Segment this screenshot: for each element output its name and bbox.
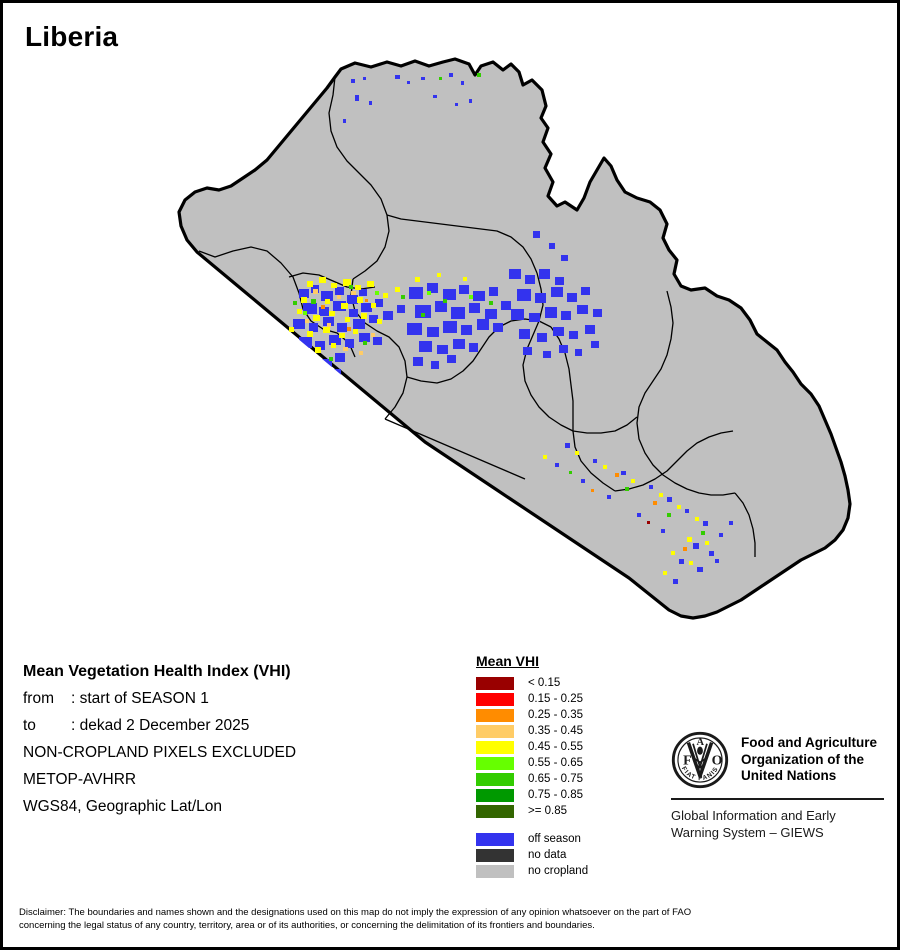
- fao-divider: [671, 798, 884, 800]
- legend-class-swatch: [476, 804, 514, 818]
- legend-title: Mean VHI: [476, 653, 540, 669]
- legend-class-list: < 0.15 0.15 - 0.25 0.25 - 0.35 0.35 - 0.45 0…: [473, 675, 653, 819]
- liberia-landmass: [177, 57, 852, 620]
- legend-class-row: >= 0.85: [473, 803, 653, 819]
- legend-special-row: no data: [473, 847, 653, 863]
- legend-class-swatch: [476, 676, 514, 690]
- legend-class-label: 0.35 - 0.45: [528, 725, 583, 737]
- legend-class-row: 0.65 - 0.75: [473, 771, 653, 787]
- legend-class-label: < 0.15: [528, 677, 561, 689]
- caption-from-key: from: [23, 690, 54, 707]
- map-legend: Mean VHI < 0.15 0.15 - 0.25 0.25 - 0.35 0.3…: [473, 653, 653, 879]
- vhi-pixel-overlay: [177, 73, 733, 584]
- caption-to-row: to : dekad 2 December 2025: [23, 712, 453, 739]
- legend-class-row: 0.55 - 0.65: [473, 755, 653, 771]
- caption-projection: WGS84, Geographic Lat/Lon: [23, 798, 223, 815]
- fao-name-line3: United Nations: [741, 768, 837, 784]
- caption-heading: Mean Vegetation Health Index (VHI): [23, 663, 291, 680]
- legend-class-row: 0.75 - 0.85: [473, 787, 653, 803]
- caption-from-row: from : start of SEASON 1: [23, 685, 453, 712]
- giews-line1: Global Information and Early: [671, 808, 836, 823]
- legend-special-row: no cropland: [473, 863, 653, 879]
- legend-class-swatch: [476, 724, 514, 738]
- legend-class-row: 0.35 - 0.45: [473, 723, 653, 739]
- map-canvas[interactable]: [3, 51, 897, 643]
- legend-class-label: 0.15 - 0.25: [528, 693, 583, 705]
- legend-class-swatch: [476, 740, 514, 754]
- legend-class-label: >= 0.85: [528, 805, 568, 817]
- svg-text:O: O: [712, 754, 723, 769]
- legend-class-label: 0.65 - 0.75: [528, 773, 583, 785]
- caption-to-key: to: [23, 717, 36, 734]
- legend-class-label: 0.55 - 0.65: [528, 757, 583, 769]
- fao-emblem-icon: F A O FIAT PANIS: [671, 731, 729, 789]
- caption-sensor: METOP-AVHRR: [23, 771, 137, 788]
- legend-special-label: no data: [528, 849, 567, 861]
- giews-line2: Warning System – GIEWS: [671, 825, 824, 840]
- legend-class-swatch: [476, 708, 514, 722]
- page-title: Liberia: [25, 21, 119, 52]
- fao-branding-block: F A O FIAT PANIS Food and Agriculture Or…: [671, 731, 886, 841]
- admin-boundaries: [198, 76, 756, 557]
- svg-text:F: F: [683, 754, 692, 769]
- fao-name-line1: Food and Agriculture: [741, 735, 877, 751]
- legend-special-swatch: [476, 864, 514, 878]
- caption-to-value: : dekad 2 December 2025: [71, 717, 250, 734]
- legend-special-list: off season no data no cropland: [473, 831, 653, 879]
- legend-special-swatch: [476, 848, 514, 862]
- legend-special-label: off season: [528, 833, 581, 845]
- fao-organization-name: Food and Agriculture Organization of the…: [741, 735, 877, 785]
- fao-name-line2: Organization of the: [741, 751, 864, 767]
- liberia-map-svg[interactable]: [3, 51, 897, 643]
- legend-class-row: 0.15 - 0.25: [473, 691, 653, 707]
- legend-special-label: no cropland: [528, 865, 589, 877]
- legend-class-label: 0.75 - 0.85: [528, 789, 583, 801]
- legend-spacer: [473, 819, 653, 831]
- legend-special-row: off season: [473, 831, 653, 847]
- legend-class-swatch: [476, 692, 514, 706]
- svg-text:A: A: [697, 737, 705, 748]
- disclaimer-line2: concerning the legal status of any count…: [19, 920, 595, 931]
- legend-class-swatch: [476, 772, 514, 786]
- legend-class-row: < 0.15: [473, 675, 653, 691]
- legend-special-swatch: [476, 832, 514, 846]
- caption-from-value: : start of SEASON 1: [71, 690, 209, 707]
- map-caption-block: Mean Vegetation Health Index (VHI) from:…: [23, 658, 453, 820]
- disclaimer-line1: Disclaimer: The boundaries and names sho…: [19, 907, 692, 918]
- disclaimer-text: Disclaimer: The boundaries and names sho…: [19, 906, 885, 932]
- legend-class-swatch: [476, 756, 514, 770]
- legend-class-row: 0.45 - 0.55: [473, 739, 653, 755]
- legend-class-swatch: [476, 788, 514, 802]
- giews-name: Global Information and Early Warning Sys…: [671, 807, 886, 841]
- legend-class-label: 0.25 - 0.35: [528, 709, 583, 721]
- fao-logo-row: F A O FIAT PANIS Food and Agriculture Or…: [671, 731, 886, 789]
- legend-class-label: 0.45 - 0.55: [528, 741, 583, 753]
- legend-class-row: 0.25 - 0.35: [473, 707, 653, 723]
- caption-note: NON-CROPLAND PIXELS EXCLUDED: [23, 744, 297, 761]
